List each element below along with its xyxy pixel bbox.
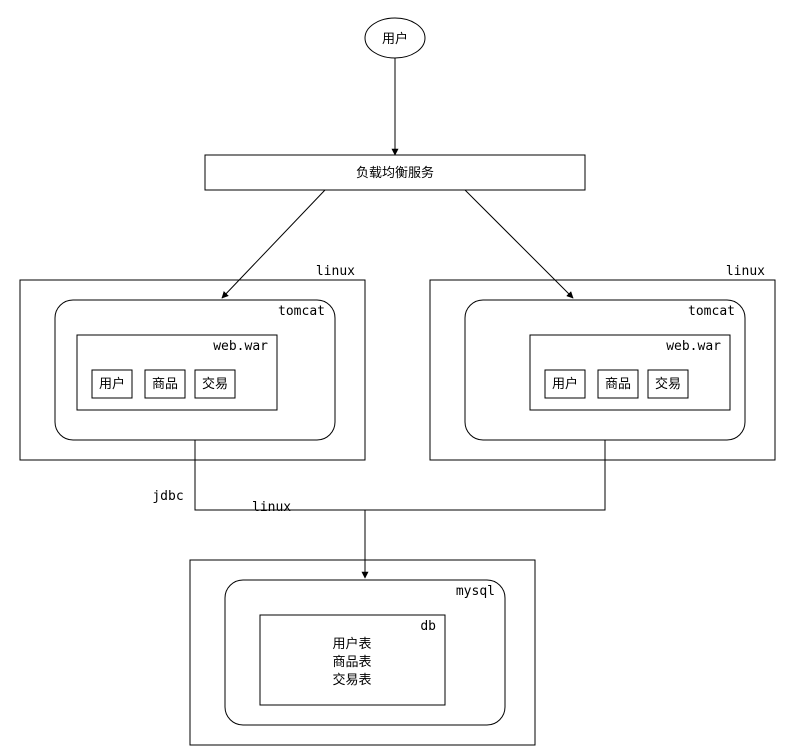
module-left-trade-label: 交易 xyxy=(202,376,228,392)
linux-bottom-label: linux xyxy=(252,500,291,515)
mysql-box xyxy=(225,580,505,725)
table-product: 商品表 xyxy=(332,655,371,670)
module-right-product-label: 商品 xyxy=(605,377,631,392)
edge-right-to-mysql xyxy=(365,440,605,510)
user-node-label: 用户 xyxy=(382,31,408,47)
mysql-label: mysql xyxy=(456,584,495,599)
webwar-left-label: web.war xyxy=(213,339,268,354)
linux-left-group: linux tomcat web.war 用户 商品 交易 xyxy=(20,264,365,460)
edge-lb-to-right xyxy=(465,190,573,298)
linux-right-label: linux xyxy=(726,264,765,279)
db-label: db xyxy=(420,619,436,634)
modules-right: 用户 商品 交易 xyxy=(545,370,688,398)
tomcat-left-label: tomcat xyxy=(278,304,325,319)
table-trade: 交易表 xyxy=(332,672,371,688)
module-left-product-label: 商品 xyxy=(152,377,178,392)
linux-bottom-group: linux mysql db 用户表 商品表 交易表 xyxy=(190,500,535,745)
architecture-diagram: 用户 负载均衡服务 linux tomcat web.war 用户 商品 交易 … xyxy=(0,0,790,753)
linux-right-group: linux tomcat web.war 用户 商品 交易 xyxy=(430,264,775,460)
tomcat-right-label: tomcat xyxy=(688,304,735,319)
module-left-user-label: 用户 xyxy=(99,376,125,392)
module-right-user-label: 用户 xyxy=(552,376,578,392)
modules-left: 用户 商品 交易 xyxy=(92,370,235,398)
edge-jdbc-label: jdbc xyxy=(152,489,183,504)
webwar-right-label: web.war xyxy=(666,339,721,354)
linux-left-label: linux xyxy=(316,264,355,279)
table-user: 用户表 xyxy=(332,636,371,652)
load-balancer-label: 负载均衡服务 xyxy=(356,165,434,181)
edge-lb-to-left xyxy=(222,190,325,298)
module-right-trade-label: 交易 xyxy=(655,376,681,392)
